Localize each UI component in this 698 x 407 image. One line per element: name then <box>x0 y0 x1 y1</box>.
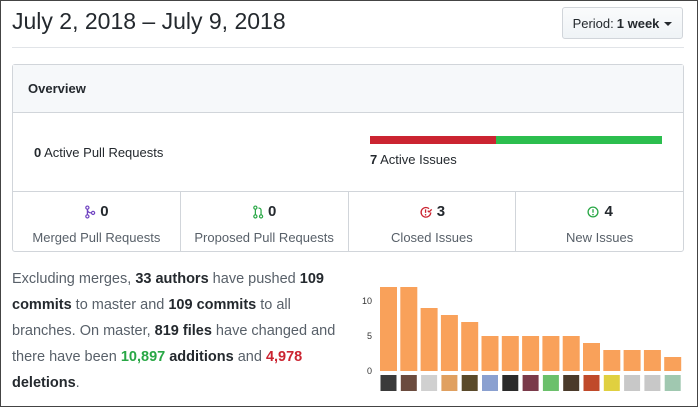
divider <box>12 47 684 48</box>
closed-issues-bar <box>370 136 496 144</box>
closed-issues-label: Closed Issues <box>391 229 473 245</box>
active-pr-count: 0 <box>34 145 42 160</box>
merged-prs-value: 0 <box>100 203 109 220</box>
active-issues-label: Active Issues <box>380 152 457 167</box>
commit-bar[interactable] <box>461 322 479 371</box>
additions-count: 10,897 <box>120 349 166 365</box>
active-pr-label: Active Pull Requests <box>44 145 164 160</box>
y-tick-label: 5 <box>367 331 372 341</box>
author-avatar[interactable] <box>461 375 478 391</box>
stats-row: 0 Merged Pull Requests 0 Proposed Pull R… <box>13 191 683 252</box>
active-pull-requests[interactable]: 0 Active Pull Requests <box>34 145 163 160</box>
period-dropdown-button[interactable]: Period: 1 week <box>562 7 683 39</box>
summary-text-9: . <box>75 375 80 391</box>
y-tick-label: 0 <box>367 366 372 376</box>
summary-text-7: and <box>233 349 266 365</box>
new-issues-value: 4 <box>604 203 613 220</box>
closed-issue-icon <box>420 206 432 218</box>
author-avatar[interactable] <box>421 375 438 391</box>
deletions-word: deletions <box>12 375 76 391</box>
stat-closed-issues[interactable]: 3 Closed Issues <box>349 192 517 252</box>
summary-text-3: to master and <box>71 297 169 313</box>
author-avatar[interactable] <box>482 375 498 391</box>
commit-bar[interactable] <box>643 350 661 371</box>
overview-heading: Overview <box>13 65 683 113</box>
proposed-prs-value: 0 <box>267 203 277 220</box>
issues-ratio-bar <box>370 136 662 144</box>
proposed-prs-label: Proposed Pull Requests <box>194 229 334 245</box>
commit-bar[interactable] <box>664 357 682 371</box>
author-avatar[interactable] <box>603 375 620 391</box>
deletions-count: 4,978 <box>265 349 303 365</box>
author-avatar[interactable] <box>583 375 600 391</box>
new-issues-label: New Issues <box>566 229 634 245</box>
author-avatar[interactable] <box>522 375 539 391</box>
period-value: 1 week <box>616 15 660 31</box>
commit-bar[interactable] <box>380 287 397 371</box>
authors-count-link[interactable]: 33 authors <box>135 271 209 287</box>
caret-down-icon <box>664 22 673 26</box>
author-avatar[interactable] <box>400 375 417 391</box>
commit-bar[interactable] <box>542 336 560 371</box>
commit-bar[interactable] <box>603 350 621 371</box>
active-issues-count: 7 <box>370 152 378 167</box>
author-avatar[interactable] <box>502 375 519 391</box>
commit-summary: Excluding merges, 33 authors have pushed… <box>12 266 342 396</box>
commit-bar[interactable] <box>400 287 418 371</box>
summary-text-2: have pushed <box>208 271 300 287</box>
summary-text-4: to all branches. On master, <box>12 297 291 339</box>
overview-box: Overview 0 Active Pull Requests 7 Active… <box>12 64 684 252</box>
author-avatar[interactable] <box>380 375 397 391</box>
files-changed-count: 819 files <box>154 323 212 339</box>
stat-new-issues[interactable]: 4 New Issues <box>516 192 683 252</box>
commit-bar[interactable] <box>623 350 641 371</box>
commit-bar[interactable] <box>583 343 600 371</box>
period-label: Period: <box>572 15 614 31</box>
new-issues-bar <box>496 136 662 144</box>
summary-text-5: have changed and there have been <box>12 323 336 365</box>
author-avatar[interactable] <box>563 375 580 391</box>
commit-bar[interactable] <box>522 336 540 371</box>
commits-master-count: 109 commits <box>12 271 324 313</box>
merged-pr-icon <box>85 204 96 219</box>
y-tick-label: 10 <box>362 296 372 306</box>
commit-bar[interactable] <box>562 336 580 371</box>
author-avatar[interactable] <box>624 375 641 391</box>
commit-bar[interactable] <box>481 336 499 371</box>
proposed-pr-icon <box>253 204 264 219</box>
commit-bar[interactable] <box>420 308 438 371</box>
author-avatar[interactable] <box>664 375 681 391</box>
summary-text-1: Excluding merges, <box>12 271 136 287</box>
commits-all-count: 109 commits <box>168 297 257 313</box>
merged-prs-label: Merged Pull Requests <box>32 229 161 245</box>
author-avatar[interactable] <box>644 375 661 391</box>
commit-bar[interactable] <box>440 315 458 371</box>
additions-word: additions <box>169 349 234 365</box>
commit-bar[interactable] <box>501 336 519 371</box>
page-title: July 2, 2018 – July 9, 2018 <box>12 8 286 34</box>
top-committers-chart: 0 5 10 <box>362 287 682 391</box>
new-issue-icon <box>587 205 600 218</box>
stat-merged-prs[interactable]: 0 Merged Pull Requests <box>13 192 181 252</box>
stat-proposed-prs[interactable]: 0 Proposed Pull Requests <box>181 192 349 252</box>
closed-issues-value: 3 <box>436 203 446 220</box>
author-avatar[interactable] <box>441 375 458 391</box>
author-avatar[interactable] <box>542 375 559 391</box>
active-issues[interactable]: 7 Active Issues <box>370 152 457 167</box>
